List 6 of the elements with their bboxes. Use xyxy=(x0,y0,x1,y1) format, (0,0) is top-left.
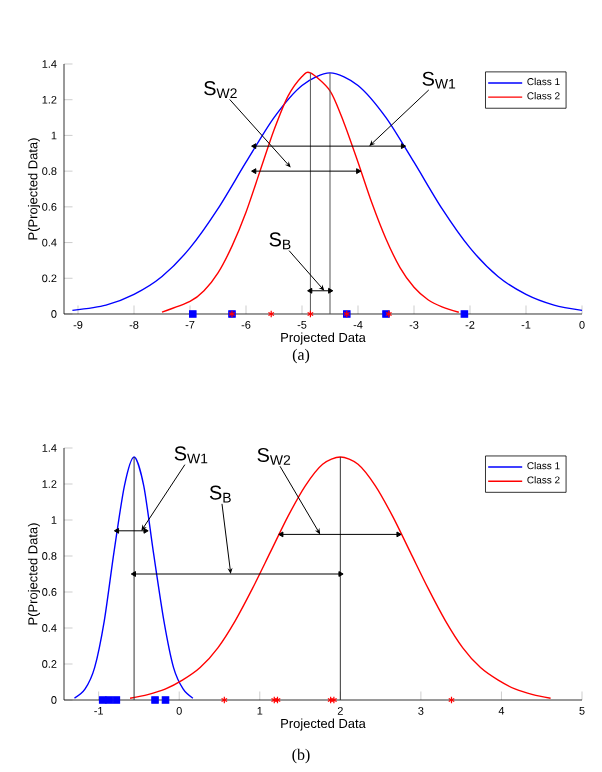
annotation: S$_{W2}$ xyxy=(257,447,291,465)
annotation: S$_{W1}$ xyxy=(174,446,208,464)
annotation: S$_{B}$ xyxy=(269,232,291,250)
annotation: S$_{W1}$ xyxy=(422,71,456,89)
annotation: S$_{W2}$ xyxy=(204,81,237,99)
annotation: S$_{B}$ xyxy=(209,485,231,503)
